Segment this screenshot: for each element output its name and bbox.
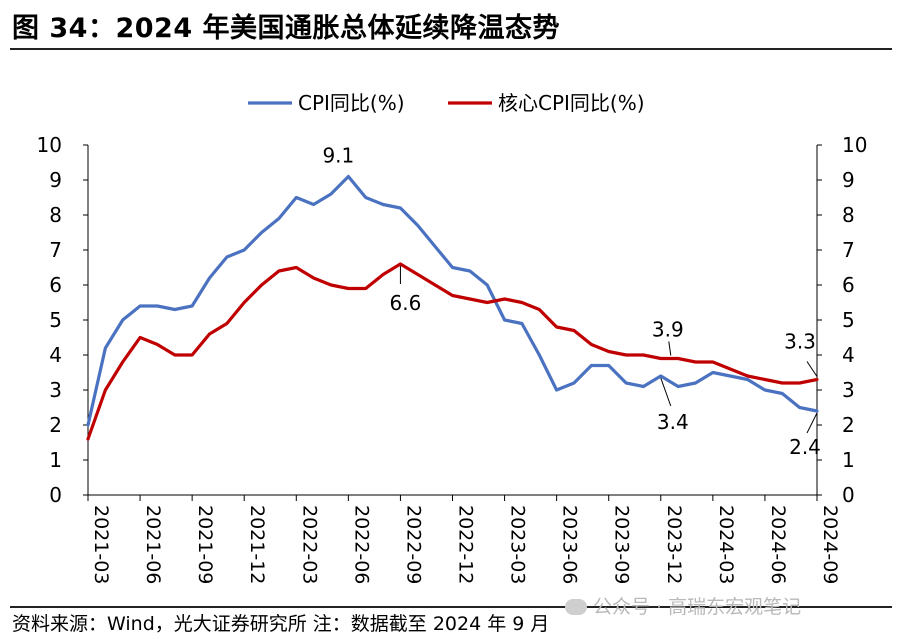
chart-legend: CPI同比(%) 核心CPI同比(%) xyxy=(248,91,645,115)
x-tick-label: 2023-12 xyxy=(663,505,685,584)
annotation-leader xyxy=(668,341,672,356)
annotation-core-dec23: 3.9 xyxy=(652,318,684,342)
watermark-text: 公众号 · 高瑞东宏观笔记 xyxy=(593,596,802,618)
source-note: 资料来源：Wind，光大证券研究所 注：数据截至 2024 年 9 月 xyxy=(12,613,550,635)
x-tick-label: 2021-06 xyxy=(142,505,164,584)
annotation-core-peak: 6.6 xyxy=(390,291,422,315)
x-tick-label: 2023-09 xyxy=(611,505,633,584)
annotation-cpi-peak: 9.1 xyxy=(322,144,354,168)
y-tick-label-right: 7 xyxy=(842,238,855,262)
x-tick-label: 2022-12 xyxy=(455,505,477,584)
y-tick-label-right: 2 xyxy=(842,413,855,437)
y-tick-label-left: 4 xyxy=(49,343,62,367)
x-tick-label: 2021-03 xyxy=(90,505,112,584)
line-chart: 0 0 1 1 2 2 3 3 4 4 5 5 6 6 7 7 8 8 9 9 10 10 2021-03 2021-06 20… xyxy=(37,91,868,584)
annotation-core-sep24: 3.3 xyxy=(784,330,816,354)
legend-label: CPI同比(%) xyxy=(298,91,405,115)
watermark: 公众号 · 高瑞东宏观笔记 xyxy=(565,592,801,619)
title-divider xyxy=(10,48,892,50)
annotation-cpi-sep24: 2.4 xyxy=(789,435,821,459)
chart-series xyxy=(86,174,819,441)
y-tick-label-right: 6 xyxy=(842,273,855,297)
footer-divider xyxy=(10,606,892,608)
page-title: 图 34：2024 年美国通胀总体延续降温态势 xyxy=(12,13,561,44)
x-tick-label: 2021-12 xyxy=(246,505,268,584)
x-tick-label: 2022-03 xyxy=(298,505,320,584)
y-tick-label-left: 3 xyxy=(49,378,62,402)
wechat-icon xyxy=(565,599,587,615)
y-tick-label-right: 8 xyxy=(842,203,855,227)
y-tick-label-left: 9 xyxy=(49,168,62,192)
y-tick-label-left: 0 xyxy=(49,483,62,507)
series-line-cpi xyxy=(86,174,819,427)
y-tick-label-right: 10 xyxy=(842,133,867,157)
x-tick-label: 2022-06 xyxy=(350,505,372,584)
x-tick-label: 2024-03 xyxy=(715,505,737,584)
y-tick-label-left: 5 xyxy=(49,308,62,332)
y-tick-label-left: 7 xyxy=(49,238,62,262)
y-tick-label-left: 1 xyxy=(49,448,62,472)
x-tick-label: 2024-09 xyxy=(819,505,841,584)
annotation-leader xyxy=(806,412,818,434)
annotation-cpi-dec23: 3.4 xyxy=(657,410,689,434)
chart-annotations: 9.1 6.6 3.9 3.4 3.3 2.4 xyxy=(322,144,820,460)
x-tick-label: 2023-06 xyxy=(559,505,581,584)
series-line-core-cpi xyxy=(86,262,819,441)
x-tick-label: 2023-03 xyxy=(507,505,529,584)
y-tick-label-left: 6 xyxy=(49,273,62,297)
x-tick-label: 2024-06 xyxy=(767,505,789,584)
y-tick-label-right: 3 xyxy=(842,378,855,402)
y-tick-label-right: 0 xyxy=(842,483,855,507)
chart-axes: 0 0 1 1 2 2 3 3 4 4 5 5 6 6 7 7 8 8 9 9 10 10 2021-03 2021-06 20… xyxy=(37,133,868,584)
y-tick-label-right: 1 xyxy=(842,448,855,472)
title-bar: 图 34：2024 年美国通胀总体延续降温态势 xyxy=(0,0,900,50)
y-tick-label-left: 8 xyxy=(49,203,62,227)
y-tick-label-left: 10 xyxy=(37,133,62,157)
y-tick-label-right: 9 xyxy=(842,168,855,192)
legend-label: 核心CPI同比(%) xyxy=(498,91,645,115)
y-tick-label-right: 5 xyxy=(842,308,855,332)
y-tick-label-right: 4 xyxy=(842,343,855,367)
annotation-leader xyxy=(660,377,672,407)
x-tick-label: 2021-09 xyxy=(194,505,216,584)
x-tick-label: 2022-09 xyxy=(402,505,424,584)
annotation-leader xyxy=(806,361,818,377)
y-tick-label-left: 2 xyxy=(49,413,62,437)
